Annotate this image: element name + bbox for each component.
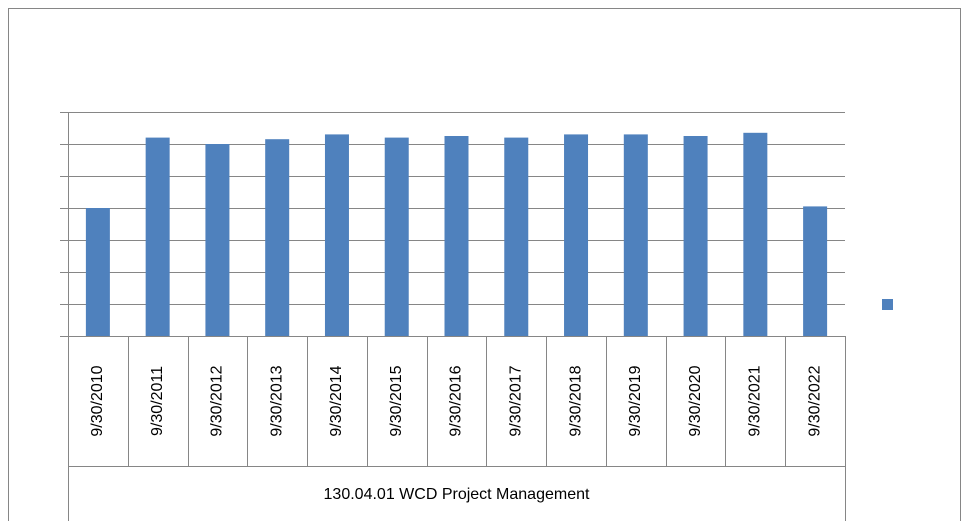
bar — [623, 134, 648, 336]
bar — [265, 139, 290, 336]
x-tick-label: 9/30/2013 — [268, 365, 285, 436]
bar — [683, 136, 708, 336]
bar — [145, 137, 170, 336]
x-tick-label: 9/30/2012 — [209, 365, 226, 436]
x-tick-label: 9/30/2015 — [388, 365, 405, 436]
bar — [205, 144, 230, 336]
x-tick-label: 9/30/2022 — [806, 365, 823, 436]
bar — [384, 137, 409, 336]
category-group-label: 130.04.01 WCD Project Management — [324, 486, 590, 503]
x-tick-label: 9/30/2014 — [328, 365, 345, 436]
x-tick-label: 9/30/2010 — [89, 365, 106, 436]
x-tick-label: 9/30/2021 — [747, 365, 764, 436]
bar — [803, 206, 828, 336]
x-tick-label: 9/30/2018 — [567, 365, 584, 436]
bar — [564, 134, 589, 336]
bar — [743, 132, 768, 336]
bar — [504, 137, 529, 336]
bar — [324, 134, 349, 336]
x-tick-label: 9/30/2019 — [627, 365, 644, 436]
x-tick-label: 9/30/2020 — [687, 365, 704, 436]
bar — [444, 136, 469, 336]
x-tick-label: 9/30/2011 — [149, 366, 166, 436]
x-tick-label: 9/30/2017 — [507, 365, 524, 436]
bar — [85, 208, 110, 336]
legend-swatch — [882, 299, 893, 310]
x-tick-label: 9/30/2016 — [448, 365, 465, 436]
